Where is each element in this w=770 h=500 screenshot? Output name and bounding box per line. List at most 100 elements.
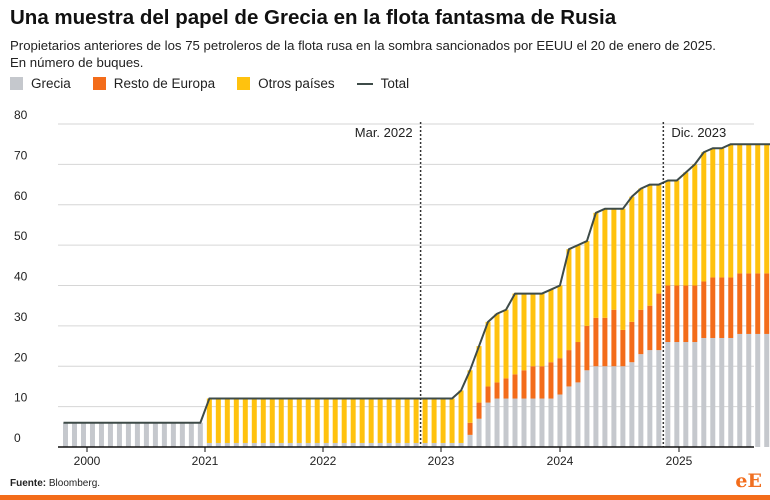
bar-segment (242, 442, 248, 447)
bar-segment (692, 342, 698, 447)
bar-segment (746, 333, 752, 447)
bar-segment (314, 398, 320, 443)
bar-segment (647, 350, 653, 447)
bar-segment (719, 337, 725, 447)
bar-segment (539, 398, 545, 447)
bar-segment (719, 277, 725, 338)
legend-label-total: Total (380, 76, 410, 91)
bar-segment (548, 398, 554, 447)
legend-swatch-resto-europa (92, 77, 106, 90)
bar-segment (629, 196, 635, 322)
bar-segment (503, 378, 509, 399)
x-tick-label: 2024 (547, 454, 574, 468)
subtitle-line-2: En número de buques. (10, 55, 144, 70)
bar-segment (647, 184, 653, 306)
bar-segment (422, 398, 428, 443)
bar-segment (80, 422, 86, 447)
bar-segment (485, 321, 491, 387)
bar-segment (530, 366, 536, 399)
bar-segment (422, 442, 428, 447)
bar-segment (89, 422, 95, 447)
bar-segment (152, 422, 158, 447)
bar-segment (620, 208, 626, 330)
bar-segment (386, 398, 392, 443)
legend-item-otros-paises: Otros países (237, 76, 335, 91)
bar-segment (278, 398, 284, 443)
bar-segment (125, 422, 131, 447)
bar-segment (404, 398, 410, 443)
bar-segment (602, 366, 608, 447)
bar-segment (683, 285, 689, 343)
bar-segment (674, 285, 680, 343)
x-tick-label: 2022 (310, 454, 337, 468)
bar-segment (584, 370, 590, 447)
bar-segment (710, 337, 716, 447)
bar-segment (341, 442, 347, 447)
bar-segment (737, 144, 743, 274)
bar-segment (161, 422, 167, 447)
bar-segment (611, 366, 617, 447)
bar-segment (368, 398, 374, 443)
bar-segment (296, 398, 302, 443)
bar-segment (665, 342, 671, 447)
bar-segment (557, 394, 563, 447)
bar-segment (296, 442, 302, 447)
legend-label-otros-paises: Otros países (258, 76, 335, 91)
legend-swatch-grecia (10, 77, 23, 90)
bar-segment (728, 277, 734, 338)
legend-swatch-total (356, 82, 373, 85)
annotation-label: Dic. 2023 (671, 125, 726, 140)
bar-segment (206, 398, 212, 443)
chart-title: Una muestra del papel de Grecia en la fl… (10, 6, 617, 29)
x-tick-label: 2000 (74, 454, 101, 468)
bar-segment (359, 442, 365, 447)
bar-segment (341, 398, 347, 443)
bar-segment (215, 398, 221, 443)
bar-segment (665, 285, 671, 343)
y-tick-label: 30 (14, 310, 28, 324)
bar-segment (602, 317, 608, 367)
bar-segment (98, 422, 104, 447)
bar-segment (413, 398, 419, 443)
bar-segment (458, 390, 464, 443)
bar-segment (629, 321, 635, 363)
source-text: Bloomberg. (48, 478, 101, 489)
bar-segment (728, 337, 734, 447)
bar-segment (593, 366, 599, 447)
bar-segment (755, 144, 761, 274)
bar-segment (206, 442, 212, 447)
legend-swatch-otros-paises (237, 77, 251, 90)
bar-segment (755, 333, 761, 447)
bar-segment (764, 144, 770, 274)
legend-item-grecia: Grecia (10, 76, 71, 91)
bar-segment (737, 333, 743, 447)
bar-segment (755, 273, 761, 334)
bar-segment (494, 313, 500, 383)
bar-segment (566, 350, 572, 387)
bar-segment (494, 398, 500, 447)
bar-segment (215, 442, 221, 447)
bar-segment (251, 398, 257, 443)
bar-segment (350, 442, 356, 447)
bar-segment (386, 442, 392, 447)
bar-segment (440, 398, 446, 443)
bar-segment (242, 398, 248, 443)
bar-segment (548, 362, 554, 399)
bar-segment (404, 442, 410, 447)
bar-segment (530, 398, 536, 447)
bar-segment (665, 180, 671, 286)
bar-segment (584, 325, 590, 371)
bar-segment (170, 422, 176, 447)
bar-segment (593, 212, 599, 318)
bar-segment (512, 374, 518, 399)
bar-segment (305, 442, 311, 447)
y-tick-label: 10 (14, 391, 28, 405)
legend-item-total: Total (356, 76, 410, 91)
legend-label-resto-europa: Resto de Europa (113, 76, 216, 91)
bar-segment (476, 402, 482, 419)
bar-segment (557, 285, 563, 359)
bar-segment (737, 273, 743, 334)
bar-segment (467, 434, 473, 447)
annotation-label: Mar. 2022 (355, 125, 413, 140)
